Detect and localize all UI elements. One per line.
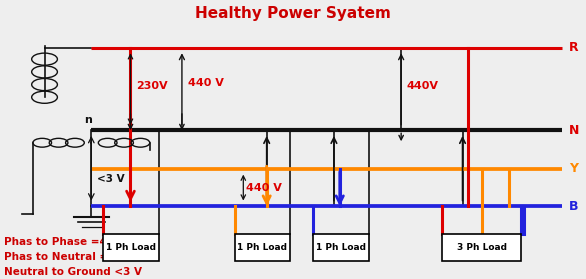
Text: 230V: 230V <box>137 81 168 91</box>
Text: 1 Ph Load: 1 Ph Load <box>316 243 366 252</box>
Text: N: N <box>569 124 580 137</box>
Text: 1 Ph Load: 1 Ph Load <box>105 243 156 252</box>
Text: Healthy Power Syatem: Healthy Power Syatem <box>195 6 391 21</box>
Bar <box>234 234 290 261</box>
Text: B: B <box>569 200 578 213</box>
Text: 440V: 440V <box>407 81 439 91</box>
Bar <box>103 234 159 261</box>
Text: Y: Y <box>569 162 578 175</box>
Text: 440 V: 440 V <box>246 182 282 193</box>
Text: Phas to Phase =440 V: Phas to Phase =440 V <box>4 237 133 247</box>
Text: n: n <box>84 115 92 125</box>
Text: 440 V: 440 V <box>188 78 224 88</box>
Text: R: R <box>569 41 578 54</box>
Text: 1 Ph Load: 1 Ph Load <box>237 243 287 252</box>
Bar <box>442 234 521 261</box>
Text: Neutral to Ground <3 V: Neutral to Ground <3 V <box>4 267 142 277</box>
Bar <box>314 234 369 261</box>
Text: 3 Ph Load: 3 Ph Load <box>456 243 506 252</box>
Text: Phas to Neutral =230 V: Phas to Neutral =230 V <box>4 252 141 262</box>
Text: <3 V: <3 V <box>97 174 125 184</box>
